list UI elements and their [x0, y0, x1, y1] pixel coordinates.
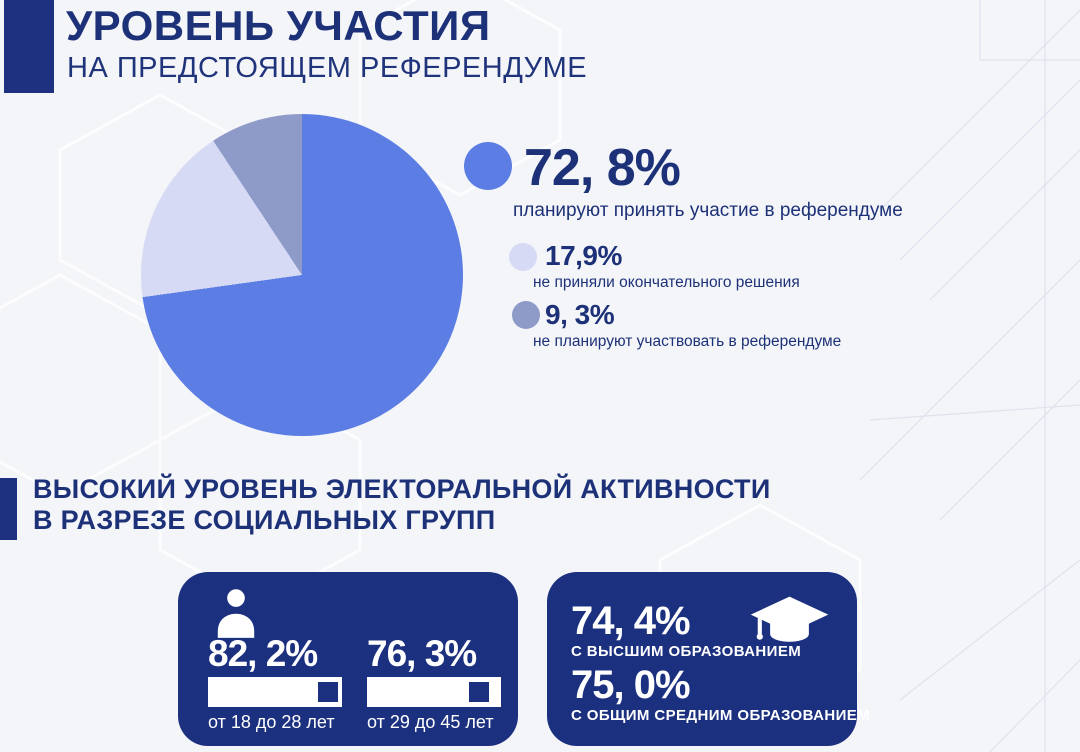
edu-value-secondary: 75, 0% — [571, 663, 691, 707]
slider-handle-icon — [469, 682, 490, 702]
age-group-card: 82, 2% от 18 до 28 лет 76, 3% от 29 до 4… — [178, 572, 518, 746]
edu-stat-higher: 74, 4% С ВЫСШИМ ОБРАЗОВАНИЕМ — [571, 600, 801, 660]
age-value-18-28: 82, 2% — [208, 633, 318, 674]
edu-label-secondary: С ОБЩИМ СРЕДНИМ ОБРАЗОВАНИЕМ — [571, 707, 871, 724]
legend-value-undecided: 17,9% — [545, 240, 622, 271]
section2-heading: ВЫСОКИЙ УРОВЕНЬ ЭЛЕКТОРАЛЬНОЙ АКТИВНОСТИ… — [33, 474, 771, 536]
legend-value-not-planning: 9, 3% — [545, 299, 615, 330]
graduation-cap-icon — [750, 596, 829, 642]
title-accent-rect — [4, 0, 54, 93]
page-title: УРОВЕНЬ УЧАСТИЯ — [66, 2, 491, 49]
education-card: 74, 4% С ВЫСШИМ ОБРАЗОВАНИЕМ 75, 0% С ОБ… — [547, 572, 870, 746]
age-label-18-28: от 18 до 28 лет — [208, 712, 335, 732]
edu-value-higher: 74, 4% — [571, 599, 691, 643]
age-label-29-45: от 29 до 45 лет — [367, 712, 494, 732]
legend-value-planning: 72, 8% — [524, 139, 681, 197]
legend-dot-planning — [464, 142, 512, 190]
section2-heading-line2: В РАЗРЕЗЕ СОЦИАЛЬНЫХ ГРУПП — [33, 505, 496, 535]
age-value-29-45: 76, 3% — [367, 633, 477, 674]
edu-label-higher: С ВЫСШИМ ОБРАЗОВАНИЕМ — [571, 643, 802, 660]
person-icon — [217, 589, 255, 638]
legend-label-not-planning: не планируют участвовать в референдуме — [533, 333, 842, 350]
participation-pie-chart — [141, 114, 463, 436]
age-slider-18-28 — [208, 677, 342, 707]
age-stat-29-45: 76, 3% от 29 до 45 лет — [367, 634, 503, 733]
legend-dot-undecided — [509, 243, 537, 271]
legend-label-undecided: не приняли окончательного решения — [533, 274, 800, 291]
edu-stat-secondary: 75, 0% С ОБЩИМ СРЕДНИМ ОБРАЗОВАНИЕМ — [571, 664, 870, 724]
section2-heading-line1: ВЫСОКИЙ УРОВЕНЬ ЭЛЕКТОРАЛЬНОЙ АКТИВНОСТИ — [33, 474, 771, 504]
slider-handle-icon — [318, 682, 339, 702]
legend-dot-not-planning — [512, 301, 540, 329]
age-slider-29-45 — [367, 677, 501, 707]
page-subtitle: НА ПРЕДСТОЯЩЕМ РЕФЕРЕНДУМЕ — [67, 52, 588, 84]
age-stat-18-28: 82, 2% от 18 до 28 лет — [208, 634, 344, 733]
legend-label-planning: планируют принять участие в референдуме — [513, 200, 903, 221]
section2-accent-rect — [0, 478, 17, 540]
